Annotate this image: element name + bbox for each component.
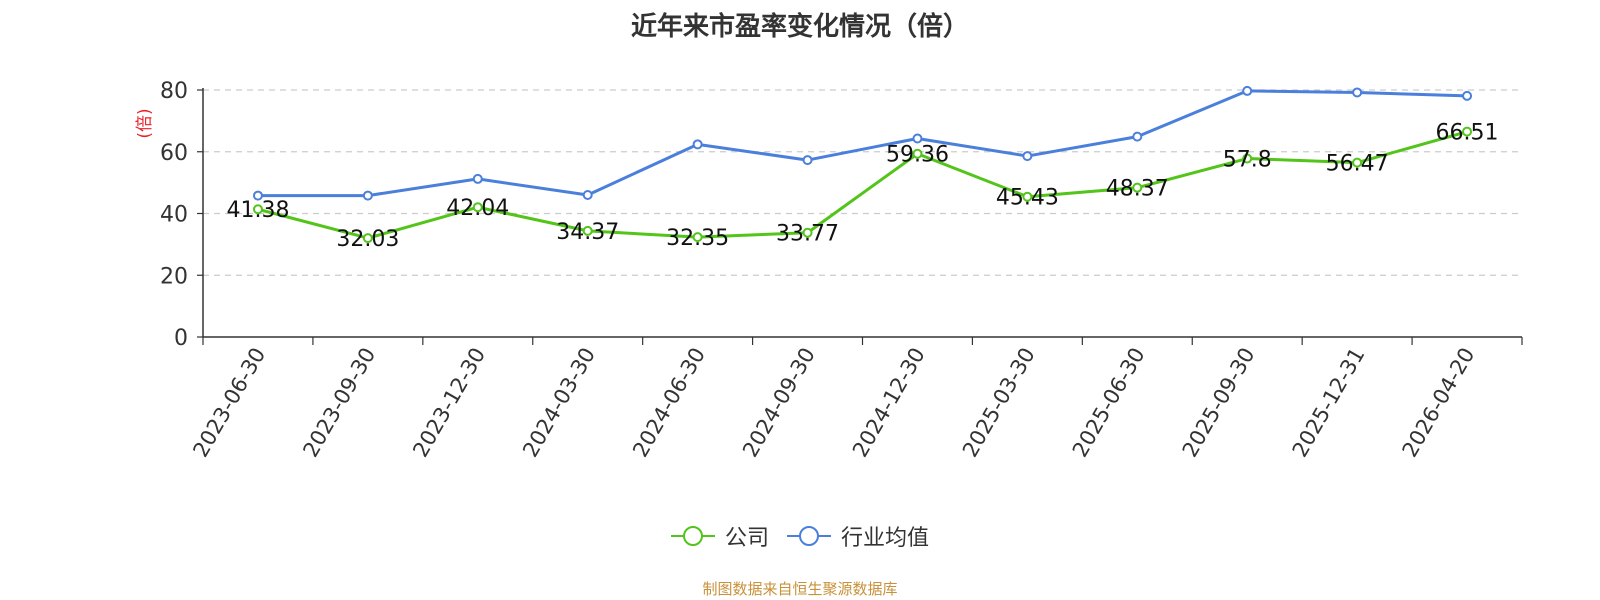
data-point [1462, 90, 1473, 101]
data-point [692, 232, 703, 243]
x-tick-label: 2023-06-30 [188, 344, 270, 462]
data-label: 32.03 [336, 227, 399, 252]
data-label: 41.38 [226, 198, 289, 223]
x-tick-label: 2026-04-20 [1398, 344, 1480, 462]
data-point [1022, 151, 1033, 162]
legend-line-circle-icon [787, 526, 831, 546]
data-point [362, 190, 373, 201]
data-label: 57.8 [1223, 148, 1272, 173]
data-point [1022, 191, 1033, 202]
x-tick-label: 2025-12-31 [1288, 344, 1370, 462]
series-line [257, 89, 1468, 198]
data-label: 45.43 [996, 186, 1059, 211]
data-point [1242, 85, 1253, 96]
y-tick-label: 40 [160, 203, 188, 228]
data-point [582, 225, 593, 236]
x-tick-label: 2024-06-30 [628, 344, 710, 462]
data-point [1352, 87, 1363, 98]
data-point [582, 189, 593, 200]
data-point [362, 233, 373, 244]
data-label: 48.37 [1106, 177, 1169, 202]
series-lines [252, 85, 1473, 244]
data-point [472, 173, 483, 184]
legend-line-circle-icon [670, 526, 715, 546]
y-tick-label: 80 [160, 79, 188, 104]
x-tick-label: 2025-09-30 [1178, 344, 1260, 462]
y-tick-label: 20 [160, 264, 188, 289]
chart-title: 近年来市盈率变化情况（倍） [630, 12, 969, 42]
data-point [472, 202, 483, 213]
data-label: 56.47 [1326, 152, 1389, 177]
y-tick-label: 60 [160, 141, 188, 166]
data-point [1462, 126, 1473, 137]
source-note: 制图数据来自恒生聚源数据库 [702, 580, 898, 598]
x-tick-label: 2023-09-30 [298, 344, 380, 462]
data-label: 66.51 [1436, 121, 1499, 146]
grid-lines [203, 89, 1522, 276]
data-point [912, 133, 923, 144]
data-label: 33.77 [776, 222, 839, 247]
x-tick-label: 2024-03-30 [518, 344, 600, 462]
data-label: 32.35 [666, 226, 729, 251]
data-point [252, 204, 263, 215]
x-tick-label: 2025-06-30 [1068, 344, 1150, 462]
legend-label-industry: 行业均值 [841, 526, 930, 551]
legend-item-industry[interactable]: 行业均值 [787, 520, 929, 552]
y-axis-label: (倍) [135, 108, 155, 138]
y-tick-label: 0 [174, 326, 188, 351]
x-tick-label: 2025-03-30 [958, 344, 1040, 462]
data-point [692, 139, 703, 150]
legend-label-company: 公司 [724, 526, 769, 551]
data-label: 42.04 [446, 196, 509, 221]
data-point [1132, 131, 1143, 142]
axes: 0 20 40 60 80(倍) 2023-06-30 2023-09-30 2023-12-… [135, 79, 1523, 462]
data-label: 59.36 [886, 143, 949, 168]
series-line [257, 130, 1468, 240]
data-point [912, 148, 923, 159]
data-labels: 41.38 32.03 42.04 34.37 32.35 33.77 59.36 45.43… [226, 121, 1498, 252]
legend: 公司 行业均值 [0, 520, 1600, 552]
data-label: 34.37 [556, 220, 619, 245]
data-point [1352, 157, 1363, 168]
x-tick-label: 2023-12-30 [408, 343, 490, 461]
data-point [802, 227, 813, 238]
x-tick-label: 2024-09-30 [738, 344, 820, 462]
data-point [802, 155, 813, 166]
data-point [1132, 182, 1143, 193]
data-point [1242, 153, 1253, 164]
legend-item-company[interactable]: 公司 [670, 520, 769, 552]
data-point [252, 190, 263, 201]
x-tick-label: 2024-12-30 [848, 343, 930, 461]
